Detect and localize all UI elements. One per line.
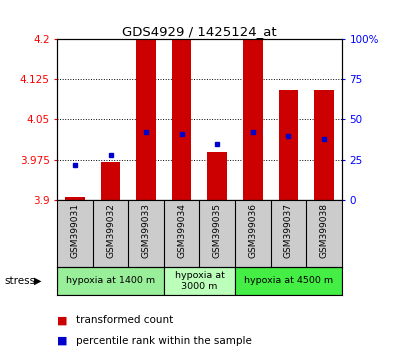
Text: GSM399034: GSM399034 (177, 203, 186, 258)
Text: GSM399038: GSM399038 (320, 203, 328, 258)
Text: ■: ■ (57, 315, 68, 325)
Text: GSM399033: GSM399033 (142, 203, 150, 258)
Bar (314, 90, 334, 200)
Bar (235, 267, 342, 295)
Bar (101, 162, 120, 200)
Text: GSM399032: GSM399032 (106, 203, 115, 258)
Bar (65, 197, 85, 200)
Text: hypoxia at
3000 m: hypoxia at 3000 m (175, 271, 224, 291)
Bar (172, 39, 192, 200)
Bar (278, 90, 298, 200)
Text: hypoxia at 1400 m: hypoxia at 1400 m (66, 276, 155, 285)
Bar (164, 267, 235, 295)
Text: stress: stress (4, 276, 35, 286)
Bar (136, 39, 156, 200)
Bar (243, 39, 263, 200)
Text: percentile rank within the sample: percentile rank within the sample (76, 336, 252, 346)
Text: ■: ■ (57, 336, 68, 346)
Text: GSM399035: GSM399035 (213, 203, 222, 258)
Text: GSM399037: GSM399037 (284, 203, 293, 258)
Title: GDS4929 / 1425124_at: GDS4929 / 1425124_at (122, 25, 277, 38)
Bar (207, 152, 227, 200)
Text: GSM399031: GSM399031 (71, 203, 79, 258)
Text: GSM399036: GSM399036 (248, 203, 257, 258)
Text: hypoxia at 4500 m: hypoxia at 4500 m (244, 276, 333, 285)
Text: transformed count: transformed count (76, 315, 173, 325)
Text: ▶: ▶ (34, 276, 41, 286)
Bar (57, 267, 164, 295)
